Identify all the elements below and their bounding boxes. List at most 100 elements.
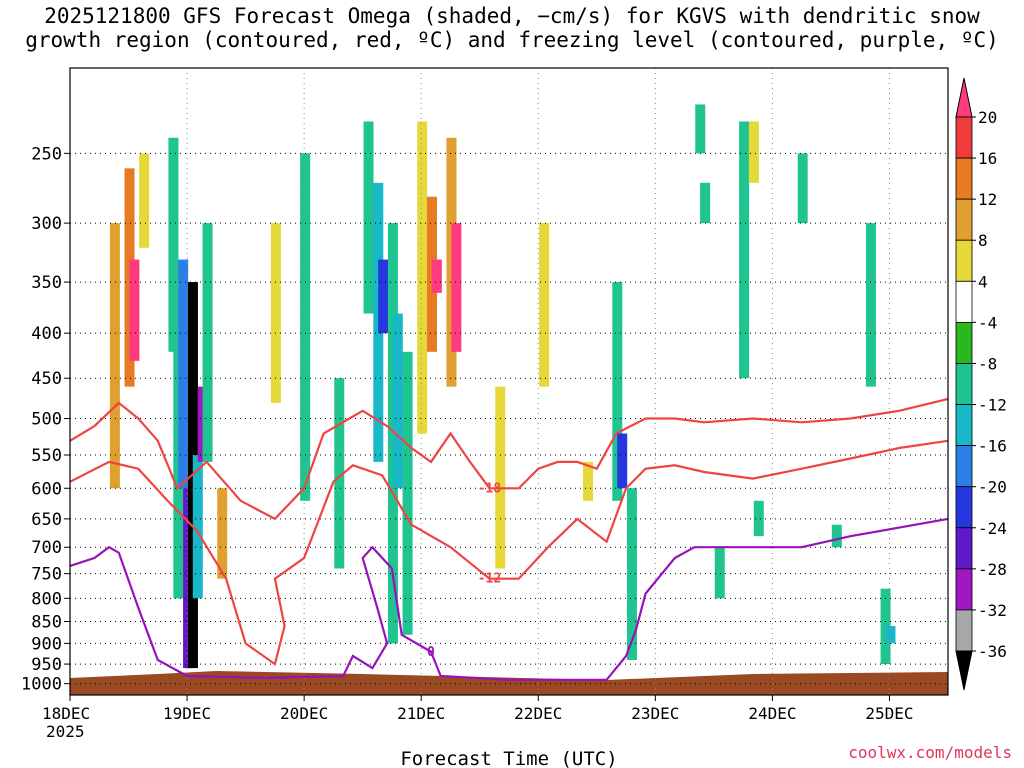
omega-cell xyxy=(431,259,442,293)
colorbar-segment xyxy=(955,321,973,364)
omega-cell xyxy=(270,223,281,403)
y-tick-label: 600 xyxy=(31,479,62,499)
colorbar-bottom-arrow xyxy=(955,650,973,691)
omega-cell xyxy=(324,168,335,395)
omega-cell xyxy=(129,259,140,361)
y-axis-ticks: 2503003504004505005506006507007508008509… xyxy=(21,144,70,695)
x-tick-label: 22DEC xyxy=(514,704,562,723)
contour-label: -18 xyxy=(478,481,502,496)
omega-cell xyxy=(773,303,784,334)
colorbar-segment xyxy=(955,239,973,282)
omega-cell xyxy=(153,121,164,548)
omega-cell xyxy=(417,121,428,434)
x-tick-label: 21DEC xyxy=(397,704,445,723)
omega-shading xyxy=(109,68,935,669)
omega-cell xyxy=(851,168,862,379)
omega-cell xyxy=(861,153,872,283)
omega-cell xyxy=(168,137,179,352)
y-tick-label: 1000 xyxy=(21,675,62,695)
omega-cell xyxy=(865,223,876,387)
colorbar-label: -4 xyxy=(978,313,997,332)
y-tick-label: 900 xyxy=(31,634,62,654)
colorbar-segment xyxy=(955,363,973,405)
colorbar-label: -28 xyxy=(978,560,1007,579)
omega-cell xyxy=(109,223,120,489)
colorbar-label: 12 xyxy=(978,190,997,209)
colorbar-label: -36 xyxy=(978,642,1007,661)
colorbar-label: -32 xyxy=(978,601,1007,620)
colorbar-label: -24 xyxy=(978,519,1007,538)
x-axis-ticks: 18DEC 19DEC 20DEC 21DEC 22DEC 23DEC 24DEC 25DEC xyxy=(42,695,914,723)
omega-cell xyxy=(924,68,935,122)
y-tick-label: 800 xyxy=(31,589,62,609)
x-tick-label: 18DEC xyxy=(42,704,90,723)
colorbar-segment xyxy=(955,404,973,447)
omega-cell xyxy=(378,259,389,334)
y-tick-label: 450 xyxy=(31,369,62,389)
y-tick-label: 650 xyxy=(31,510,62,530)
x-axis-label: Forecast Time (UTC) xyxy=(400,748,617,768)
colorbar-label: 16 xyxy=(978,149,997,168)
omega-cell xyxy=(700,182,711,224)
chart-title: 2025121800 GFS Forecast Omega (shaded, −… xyxy=(0,4,1024,52)
colorbar-legend: 20 16 12 8 4 -4 -8 -12 -16 -20 -24 -28 -32 -36 xyxy=(955,77,1007,691)
omega-cell xyxy=(831,524,842,548)
omega-cell xyxy=(904,68,915,169)
omega-cell xyxy=(626,488,637,661)
y-tick-label: 250 xyxy=(31,144,62,164)
y-tick-label: 700 xyxy=(31,538,62,558)
title-line-1: 2025121800 GFS Forecast Omega (shaded, −… xyxy=(44,4,980,28)
omega-cell xyxy=(695,104,706,154)
omega-cell xyxy=(807,292,818,370)
omega-cell xyxy=(231,360,242,513)
colorbar-label: -8 xyxy=(978,354,997,373)
omega-cell xyxy=(885,625,896,644)
omega-cell xyxy=(612,282,623,501)
omega-cell xyxy=(739,121,750,379)
omega-cell xyxy=(402,351,413,635)
x-tick-label: 20DEC xyxy=(280,704,328,723)
watermark: coolwx.com/models xyxy=(848,743,1012,762)
ground-fill xyxy=(70,671,948,695)
contour-line-0 xyxy=(69,517,949,681)
omega-cell xyxy=(846,86,857,138)
omega-cell xyxy=(246,168,257,283)
y-tick-label: 750 xyxy=(31,565,62,585)
colorbar-segment xyxy=(955,157,973,200)
colorbar-segment xyxy=(955,609,973,652)
omega-cell xyxy=(631,153,642,314)
omega-cell xyxy=(539,223,550,387)
omega-cell xyxy=(509,153,520,434)
omega-cell xyxy=(178,259,189,489)
omega-cell xyxy=(583,461,594,501)
colorbar-label: 20 xyxy=(978,108,997,127)
omega-cell xyxy=(363,121,374,314)
colorbar-label: -20 xyxy=(978,478,1007,497)
omega-cell xyxy=(465,168,476,462)
colorbar-top-arrow xyxy=(955,77,973,118)
omega-cell xyxy=(300,153,311,501)
contour-line--12 xyxy=(69,439,949,666)
y-tick-label: 400 xyxy=(31,324,62,344)
y-tick-label: 500 xyxy=(31,410,62,430)
omega-cell xyxy=(348,168,359,537)
contour-label: -12 xyxy=(478,572,501,587)
x-tick-label: 25DEC xyxy=(865,704,913,723)
omega-cell xyxy=(334,378,345,569)
y-tick-label: 300 xyxy=(31,214,62,234)
colorbar-label: 8 xyxy=(978,231,988,250)
omega-cell xyxy=(656,223,667,462)
omega-cell xyxy=(714,547,725,599)
omega-cell xyxy=(748,121,759,183)
x-year-label: 2025 xyxy=(46,722,85,741)
ground-terrain xyxy=(70,671,948,695)
omega-cell xyxy=(480,351,491,489)
colorbar-segment xyxy=(955,445,973,488)
omega-cell xyxy=(451,223,462,352)
omega-cell xyxy=(139,153,150,248)
x-tick-label: 23DEC xyxy=(631,704,679,723)
omega-cell xyxy=(646,137,657,224)
contour-line--18 xyxy=(69,397,949,521)
colorbar-segment xyxy=(955,486,973,529)
